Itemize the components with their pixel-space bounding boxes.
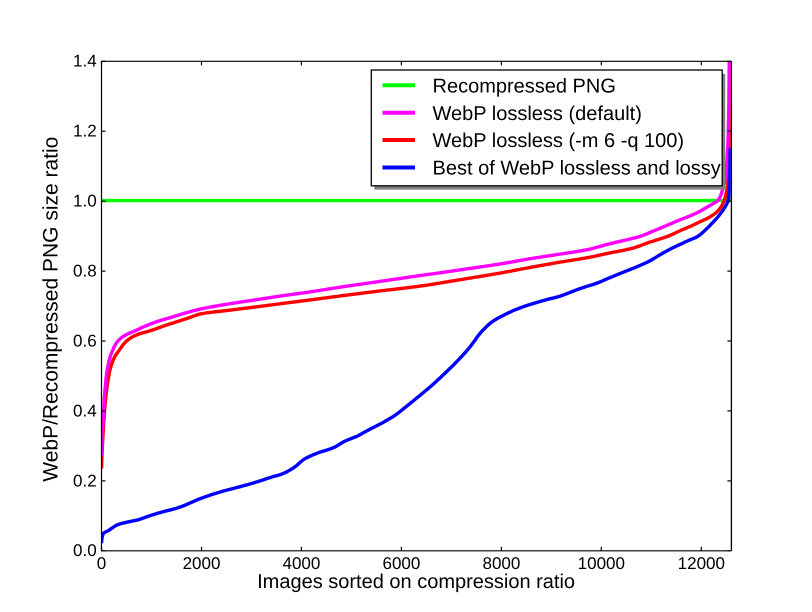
svg-text:WebP lossless (-m 6 -q 100): WebP lossless (-m 6 -q 100) [433,130,685,152]
svg-text:4000: 4000 [282,554,320,573]
svg-text:10000: 10000 [578,554,625,573]
svg-text:0: 0 [97,554,106,573]
svg-text:1.4: 1.4 [73,52,97,71]
svg-text:0.4: 0.4 [73,401,97,420]
svg-text:1.0: 1.0 [73,192,97,211]
svg-text:8000: 8000 [482,554,520,573]
svg-text:2000: 2000 [183,554,221,573]
svg-text:WebP/Recompressed PNG size rat: WebP/Recompressed PNG size ratio [40,137,63,482]
svg-text:6000: 6000 [382,554,420,573]
svg-text:0.6: 0.6 [73,331,97,350]
svg-text:0.2: 0.2 [73,471,97,490]
svg-text:Best of WebP lossless and loss: Best of WebP lossless and lossy [433,158,721,180]
svg-text:0.8: 0.8 [73,262,97,281]
svg-text:12000: 12000 [678,554,725,573]
svg-text:WebP lossless (default): WebP lossless (default) [433,103,642,125]
svg-text:Recompressed PNG: Recompressed PNG [433,76,616,98]
svg-text:Images sorted on compression r: Images sorted on compression ratio [257,571,575,593]
svg-text:0.0: 0.0 [73,541,97,560]
svg-text:1.2: 1.2 [73,122,97,141]
